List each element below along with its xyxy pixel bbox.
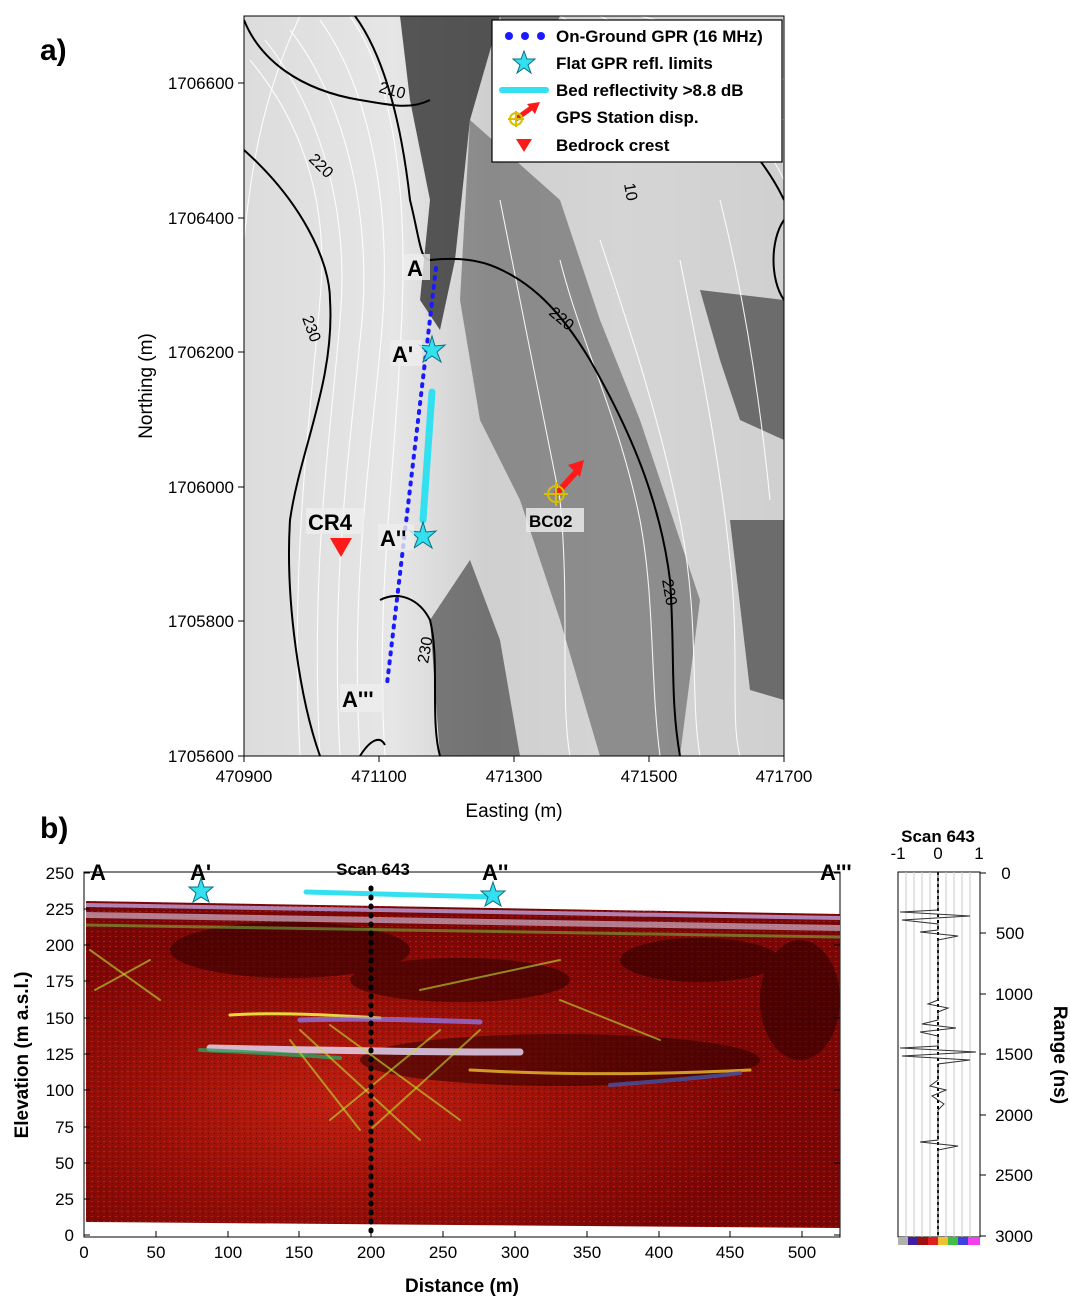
trace-y-tick: 0 (1001, 864, 1010, 883)
x-tick-label: 200 (357, 1243, 385, 1262)
y-tick-label: 0 (65, 1226, 74, 1245)
bed-reflectivity-segment (419, 388, 436, 524)
trace-y-tick: 500 (996, 924, 1024, 943)
radargram-x-axis: 0 50 100 150 200 250 300 350 400 450 500… (79, 1231, 816, 1297)
x-axis-title: Easting (m) (465, 801, 562, 822)
profile-label-a3: A''' (820, 860, 852, 885)
contour-label: 210 (377, 79, 407, 102)
x-axis-title: Distance (m) (405, 1276, 519, 1297)
x-tick-label: 471300 (486, 767, 543, 786)
gps-station-marker: BC02 (526, 460, 584, 532)
y-tick-label: 1705600 (168, 747, 234, 766)
legend-label: Bedrock crest (556, 136, 670, 155)
legend-label: Bed reflectivity >8.8 dB (556, 81, 744, 100)
trace-y-tick: 3000 (995, 1227, 1033, 1246)
trace-x-tick: -1 (890, 844, 905, 863)
x-tick-label: 150 (285, 1243, 313, 1262)
trace-y-tick: 1500 (995, 1045, 1033, 1064)
point-label-a3: A''' (342, 687, 374, 712)
cyan-star-icon (511, 49, 537, 75)
y-tick-label: 125 (46, 1045, 74, 1064)
point-label-a: A (407, 256, 423, 281)
trace-title: Scan 643 (901, 827, 975, 846)
red-triangle-icon (516, 139, 532, 152)
radargram-y-axis: 0 25 50 75 100 125 150 175 200 225 250 E… (12, 864, 840, 1245)
profile-label-a2: A'' (482, 860, 508, 885)
point-label-a1: A' (392, 342, 413, 367)
legend-label: On-Ground GPR (16 MHz) (556, 27, 763, 46)
point-label-a2: A'' (380, 526, 406, 551)
x-tick-label: 470900 (216, 767, 273, 786)
y-tick-label: 150 (46, 1009, 74, 1028)
gps-icon (508, 102, 540, 127)
map-x-axis: 470900 471100 471300 471500 471700 Easti… (216, 756, 813, 822)
y-tick-label: 25 (55, 1190, 74, 1209)
y-tick-label: 250 (46, 864, 74, 883)
contour-label: 230 (415, 635, 436, 664)
bc02-label: BC02 (529, 512, 572, 531)
x-tick-label: 50 (147, 1243, 166, 1262)
y-tick-label: 225 (46, 900, 74, 919)
legend-label: GPS Station disp. (556, 108, 699, 127)
y-tick-label: 1706200 (168, 343, 234, 362)
contour-label: 10 (620, 182, 640, 203)
x-tick-label: 500 (788, 1243, 816, 1262)
scan-label: Scan 643 (336, 860, 410, 879)
y-tick-label: 100 (46, 1081, 74, 1100)
trace-y-tick: 1000 (995, 985, 1033, 1004)
red-triangle-icon (330, 538, 352, 557)
flat-limit-star-a1 (417, 334, 447, 364)
gpr-dotted-line (385, 266, 438, 686)
trace-y-tick: 2500 (995, 1166, 1033, 1185)
trace-waveform (899, 872, 977, 1236)
trace-y-tick: 2000 (995, 1106, 1033, 1125)
contour-label: 220 (658, 578, 679, 607)
trace-x-tick: 0 (933, 844, 942, 863)
x-tick-label: 0 (79, 1243, 88, 1262)
x-tick-label: 471100 (351, 767, 406, 786)
x-tick-label: 350 (573, 1243, 601, 1262)
y-axis-title: Elevation (m a.s.l.) (12, 972, 33, 1139)
map-gpr-profile: A A' A'' A''' (340, 254, 447, 712)
legend-label: Flat GPR refl. limits (556, 54, 713, 73)
y-tick-label: 175 (46, 972, 74, 991)
trace-y-axis-title: Range (ns) (1049, 1006, 1070, 1104)
scan-trace-panel: Scan 643 -1 0 1 (890, 827, 1070, 1246)
radargram: 0 50 100 150 200 250 300 350 400 450 500… (12, 860, 852, 1297)
y-tick-label: 1706000 (168, 478, 234, 497)
cr4-label: CR4 (308, 510, 353, 535)
x-tick-label: 250 (429, 1243, 457, 1262)
flat-limit-star-a2 (479, 880, 507, 908)
map-legend: On-Ground GPR (16 MHz) Flat GPR refl. li… (491, 19, 783, 163)
y-tick-label: 1705800 (168, 612, 234, 631)
y-tick-label: 75 (55, 1118, 74, 1137)
y-tick-label: 200 (46, 936, 74, 955)
flat-limit-star-a1 (187, 876, 215, 904)
colorbar (898, 1237, 980, 1245)
map-y-axis: 1705600 1705800 1706000 1706200 1706400 … (136, 74, 244, 766)
trace-x-tick: 1 (974, 844, 983, 863)
y-tick-label: 1706600 (168, 74, 234, 93)
bedrock-crest-marker: CR4 (306, 508, 364, 557)
y-axis-title: Northing (m) (136, 333, 157, 439)
x-tick-label: 471700 (756, 767, 813, 786)
x-tick-label: 471500 (621, 767, 678, 786)
x-tick-label: 300 (501, 1243, 529, 1262)
bed-reflectivity-segment (303, 889, 496, 900)
x-tick-label: 400 (645, 1243, 673, 1262)
profile-label-a1: A' (190, 860, 211, 885)
y-tick-label: 50 (55, 1154, 74, 1173)
y-tick-label: 1706400 (168, 209, 234, 228)
profile-label-a: A (90, 860, 106, 885)
x-tick-label: 100 (214, 1243, 242, 1262)
panel-a-label: a) (40, 34, 67, 67)
panel-b-label: b) (40, 812, 68, 845)
x-tick-label: 450 (716, 1243, 744, 1262)
